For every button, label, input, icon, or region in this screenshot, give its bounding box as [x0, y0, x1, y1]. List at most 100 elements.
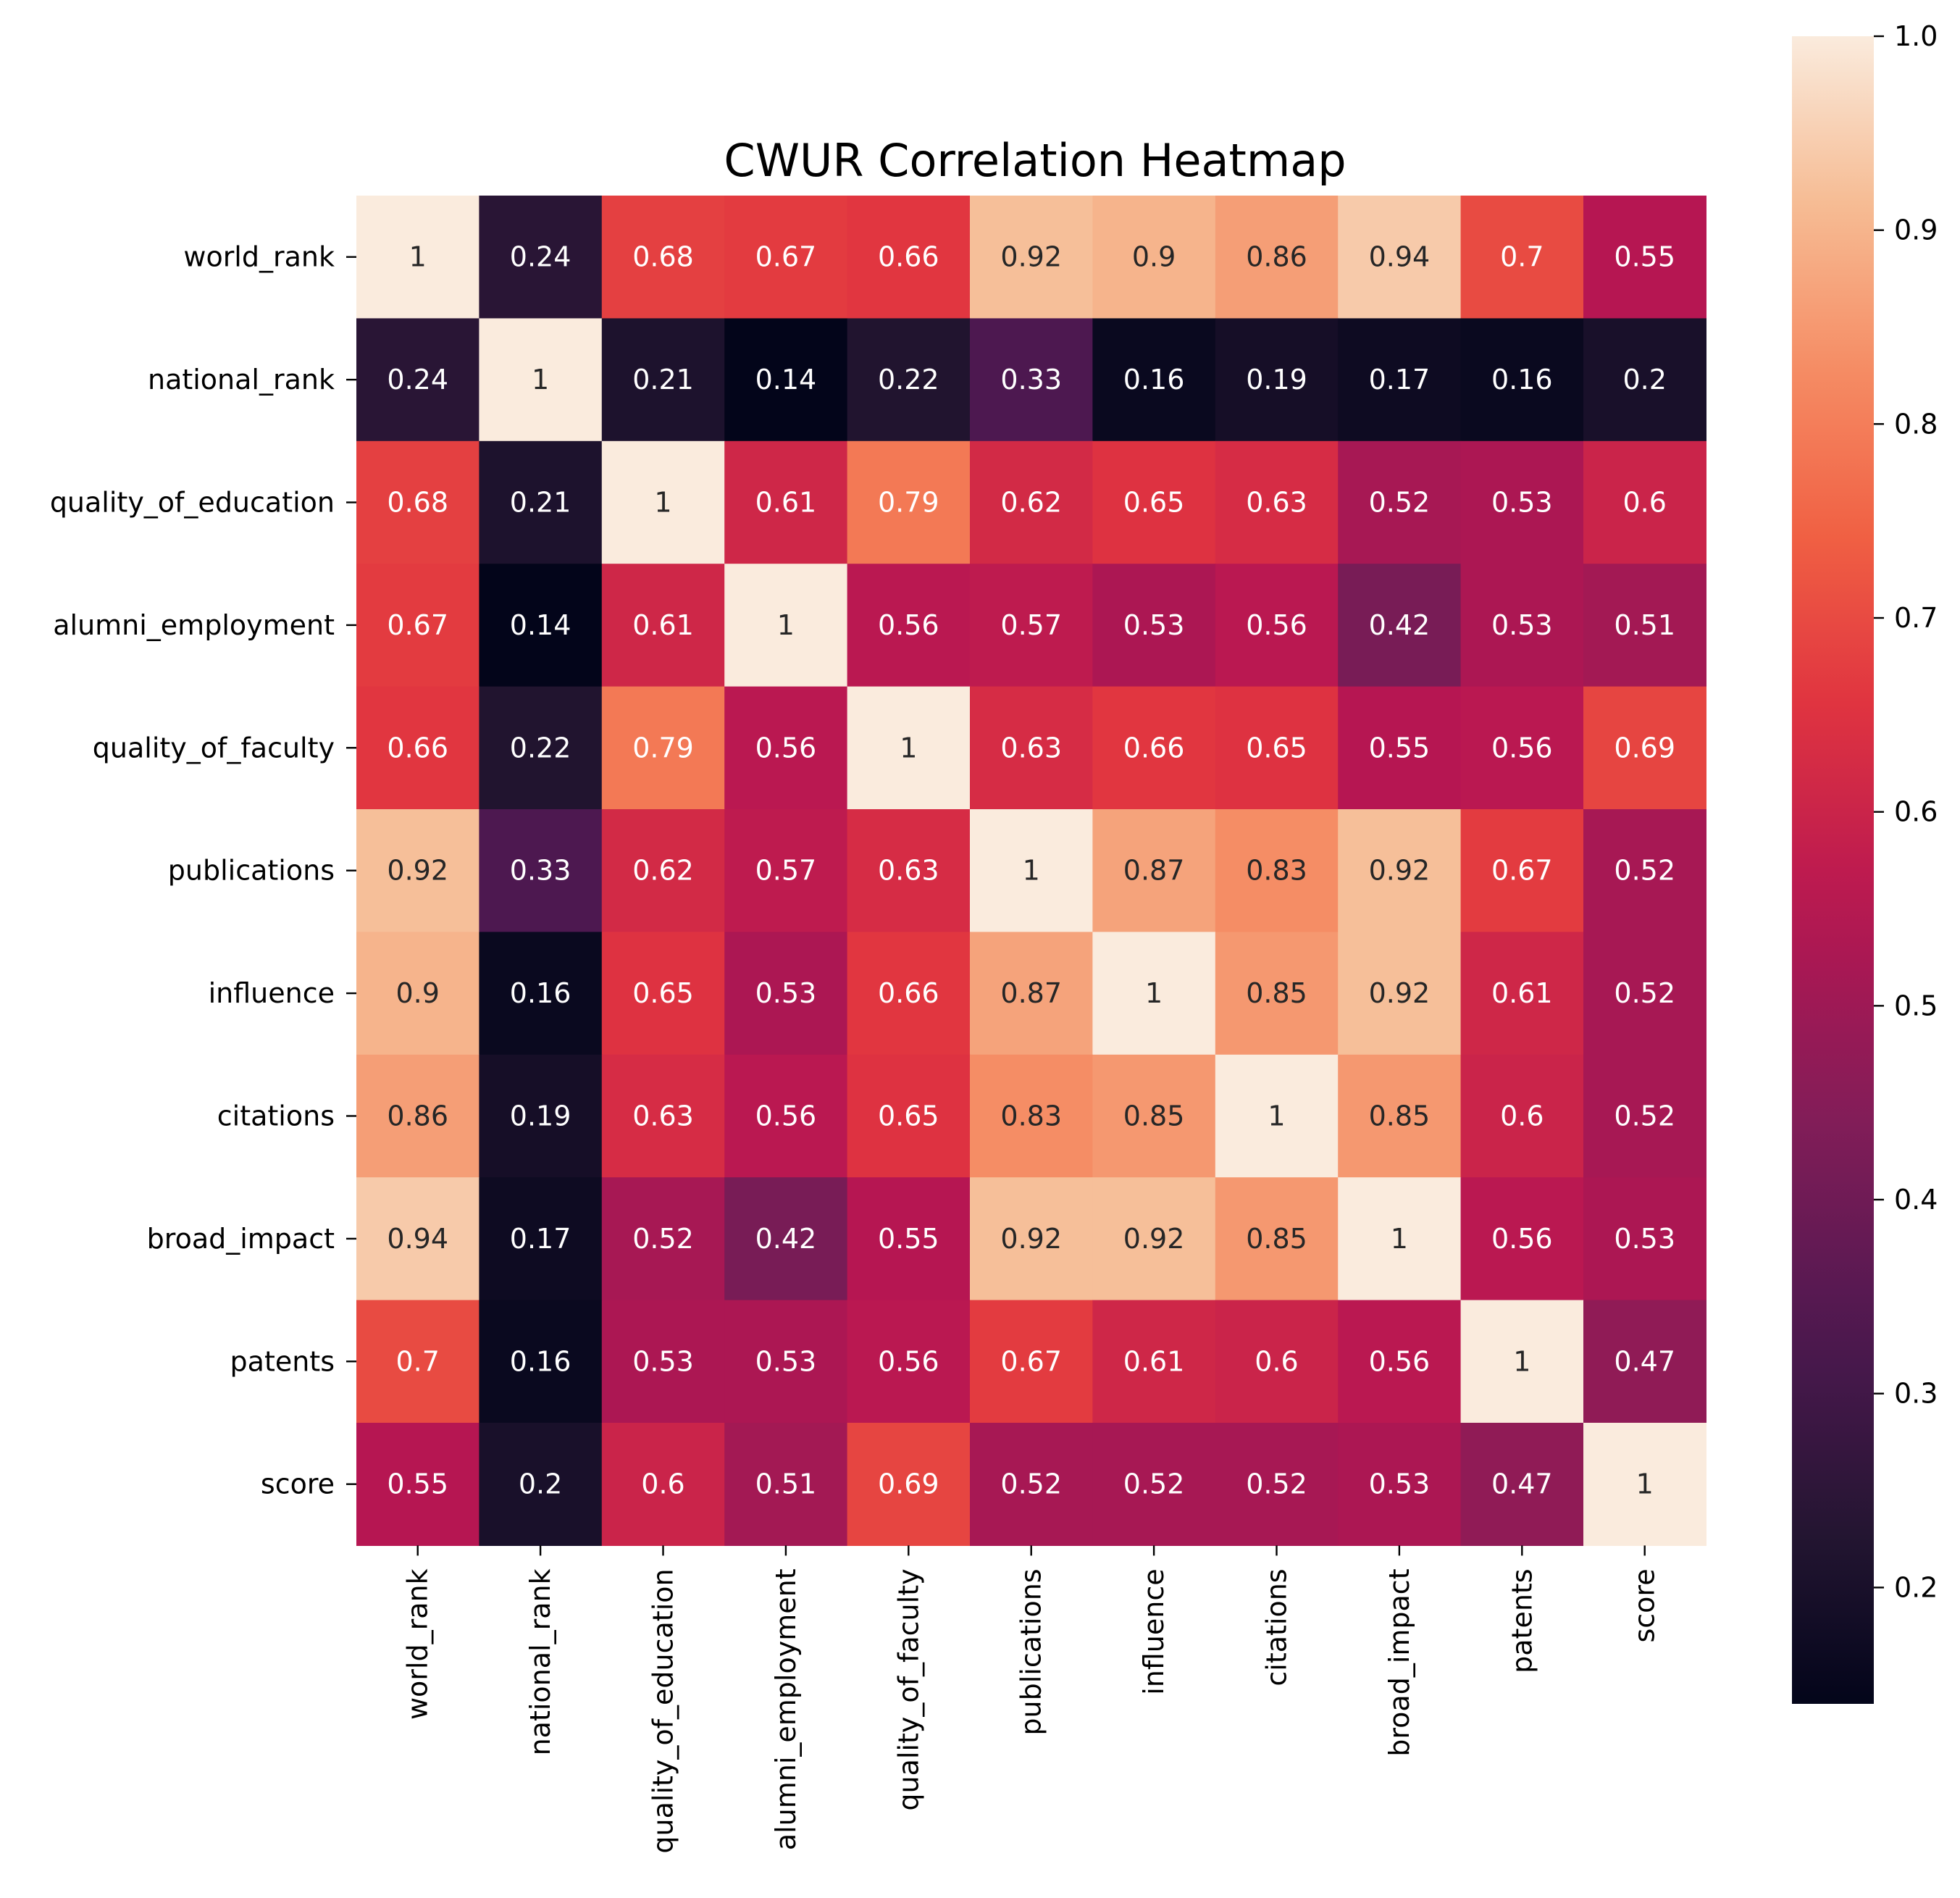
heatmap-cell: [1338, 440, 1462, 564]
heatmap-cell: [724, 686, 848, 810]
cell-annotation: 0.67: [387, 609, 448, 641]
cell-annotation: 1: [532, 364, 549, 396]
heatmap-cell: [847, 564, 971, 687]
heatmap-cell: [356, 318, 479, 442]
cell-annotation: 0.53: [1614, 1223, 1675, 1255]
cell-annotation: 0.67: [755, 241, 817, 273]
cell-annotation: 0.24: [510, 241, 571, 273]
heatmap-cell: [601, 1054, 725, 1178]
heatmap-cell: [479, 440, 603, 564]
heatmap-cell: [724, 809, 848, 932]
cell-annotation: 0.92: [1369, 855, 1431, 887]
x-tick-label: citations: [1261, 1568, 1293, 1686]
heatmap-cell: [1583, 196, 1706, 319]
cell-annotation: 0.19: [1246, 364, 1307, 396]
cell-annotation: 0.9: [1132, 241, 1176, 273]
y-tick-label: broad_impact: [147, 1223, 335, 1255]
y-tick-label: alumni_employment: [53, 609, 335, 641]
cell-annotation: 0.61: [632, 609, 694, 641]
heatmap-cell: [601, 1300, 725, 1424]
cell-annotation: 0.22: [510, 732, 571, 764]
heatmap-cell: [724, 932, 848, 1055]
cell-annotation: 0.83: [1246, 855, 1307, 887]
x-axis-labels: world_rank national_rank quality_of_educat…: [402, 1545, 1661, 1854]
cell-annotation: 0.94: [1369, 241, 1431, 273]
heatmap-cell: [601, 1423, 725, 1546]
cell-annotation: 0.65: [1123, 487, 1185, 519]
heatmap-cell: [1338, 932, 1462, 1055]
cell-annotation: 0.56: [1491, 732, 1553, 764]
cell-annotation: 0.7: [395, 1345, 439, 1377]
x-tick-label: influence: [1138, 1568, 1170, 1694]
colorbar-tick-label: 0.4: [1894, 1184, 1938, 1216]
cell-annotation: 0.83: [1000, 1100, 1062, 1132]
heatmap-cell: [479, 686, 603, 810]
cell-annotation: 0.53: [755, 1345, 817, 1377]
cell-annotation: 0.66: [878, 977, 939, 1009]
heatmap-cell: [479, 932, 603, 1055]
x-tick-label: world_rank: [402, 1568, 434, 1720]
heatmap-cell: [970, 1300, 1093, 1424]
y-tick-label: national_rank: [148, 364, 335, 396]
cell-annotation: 0.52: [1614, 1100, 1675, 1132]
cell-annotation: 0.55: [1369, 732, 1431, 764]
heatmap-cell: [1460, 686, 1584, 810]
cell-annotation: 0.63: [878, 855, 939, 887]
heatmap-cell: [1460, 1300, 1584, 1424]
cell-annotation: 1: [1145, 977, 1163, 1009]
heatmap-cell: [1338, 686, 1462, 810]
cell-annotation: 0.79: [632, 732, 694, 764]
heatmap-cell: [970, 1423, 1093, 1546]
cell-annotation: 1: [900, 732, 917, 764]
colorbar-tick-label: 0.3: [1894, 1378, 1938, 1410]
heatmap-cell: [1583, 809, 1706, 932]
heatmap-cell: [1583, 1054, 1706, 1178]
cell-annotation: 0.87: [1123, 855, 1185, 887]
cell-annotation: 0.6: [1622, 487, 1666, 519]
cell-annotation: 0.62: [632, 855, 694, 887]
y-tick-label: world_rank: [183, 241, 335, 273]
cell-annotation: 1: [1513, 1345, 1530, 1377]
heatmap-cell: [970, 440, 1093, 564]
heatmap-cell: [1092, 1177, 1216, 1301]
cell-annotation: 1: [654, 487, 671, 519]
cell-annotation: 0.92: [1123, 1223, 1185, 1255]
heatmap-cell: [601, 196, 725, 319]
cell-annotation: 0.2: [519, 1468, 562, 1500]
y-tick-label: score: [261, 1468, 335, 1500]
heatmap-cell: [356, 932, 479, 1055]
cell-annotation: 0.2: [1622, 364, 1666, 396]
heatmap-cell: [1460, 1054, 1584, 1178]
heatmap-cell: [1583, 932, 1706, 1055]
heatmap-cell: [1583, 1177, 1706, 1301]
heatmap-cell: [1215, 440, 1339, 564]
cell-annotation: 1: [1391, 1223, 1408, 1255]
heatmap-cell: [1092, 686, 1216, 810]
cell-annotation: 0.53: [1491, 609, 1553, 641]
heatmap-cell: [1215, 564, 1339, 687]
cell-annotation: 0.14: [510, 609, 571, 641]
cell-annotation: 0.68: [632, 241, 694, 273]
heatmap-cell: [1092, 564, 1216, 687]
heatmap-cell: [1460, 318, 1584, 442]
heatmap-cell: [1215, 1177, 1339, 1301]
cell-annotation: 0.14: [755, 364, 817, 396]
heatmap-cell: [479, 809, 603, 932]
cell-annotation: 0.57: [755, 855, 817, 887]
cell-annotation: 0.9: [395, 977, 439, 1009]
heatmap-cell: [970, 196, 1093, 319]
cell-annotation: 0.21: [510, 487, 571, 519]
cell-annotation: 0.65: [1246, 732, 1307, 764]
cell-annotation: 0.52: [1123, 1468, 1185, 1500]
cell-annotation: 0.63: [1246, 487, 1307, 519]
heatmap-cell: [970, 809, 1093, 932]
heatmap-cell: [847, 1423, 971, 1546]
heatmap-cell: [356, 1423, 479, 1546]
y-tick-label: publications: [168, 855, 335, 887]
y-tick-label: patents: [230, 1345, 335, 1377]
cell-annotation: 0.53: [1491, 487, 1553, 519]
cell-annotation: 0.47: [1614, 1345, 1675, 1377]
cell-annotation: 0.53: [632, 1345, 694, 1377]
cell-annotation: 0.61: [1491, 977, 1553, 1009]
